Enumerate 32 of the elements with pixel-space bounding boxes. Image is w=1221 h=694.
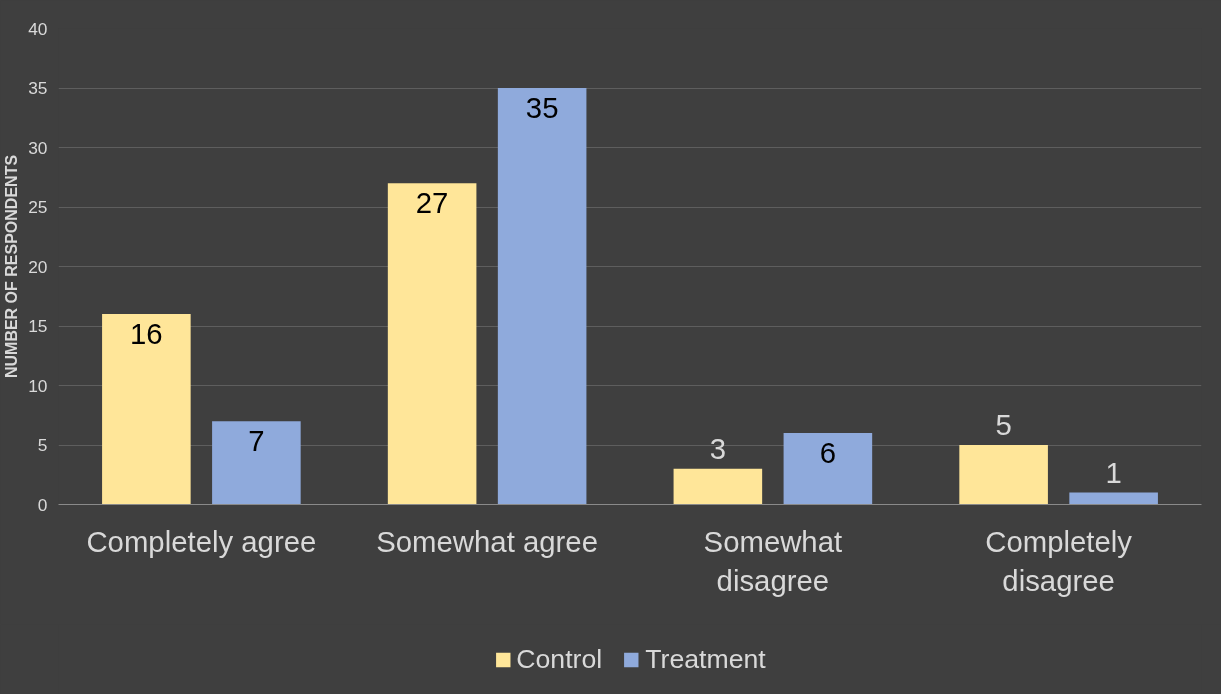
y-tick-label: 35 (28, 78, 48, 98)
data-label: 1 (1105, 456, 1122, 490)
data-label: 35 (525, 90, 559, 124)
legend-label: Control (516, 643, 603, 675)
x-tick-label: Somewhat disagree (703, 524, 843, 598)
y-tick-label: 5 (37, 435, 48, 455)
x-tick-label: Somewhat agree (376, 524, 598, 558)
y-tick-label: 40 (28, 18, 48, 39)
data-label: 27 (415, 185, 449, 219)
y-tick-label: 10 (28, 375, 48, 396)
data-label: 16 (130, 316, 163, 350)
bar (387, 183, 477, 505)
bar (1069, 492, 1158, 505)
legend-label: Treatment (645, 643, 766, 675)
y-tick-label: 25 (28, 197, 48, 217)
bar (959, 445, 1048, 505)
bar (212, 421, 301, 505)
y-tick-label: 30 (28, 137, 48, 158)
data-label: 5 (995, 408, 1012, 442)
x-tick-label: Completely agree (86, 524, 317, 558)
bar (497, 88, 587, 505)
bar (102, 314, 191, 505)
y-tick-label: 0 (37, 494, 48, 515)
data-label: 6 (819, 435, 837, 469)
data-label: 7 (248, 423, 265, 457)
bar (673, 468, 763, 505)
data-label: 3 (709, 432, 727, 466)
x-tick-label: Completely disagree (985, 524, 1133, 598)
y-tick-label: 20 (28, 256, 48, 277)
bar (783, 433, 873, 505)
y-axis-title: NUMBER OF RESPONDENTS (3, 154, 21, 379)
y-tick-label: 15 (28, 316, 48, 336)
